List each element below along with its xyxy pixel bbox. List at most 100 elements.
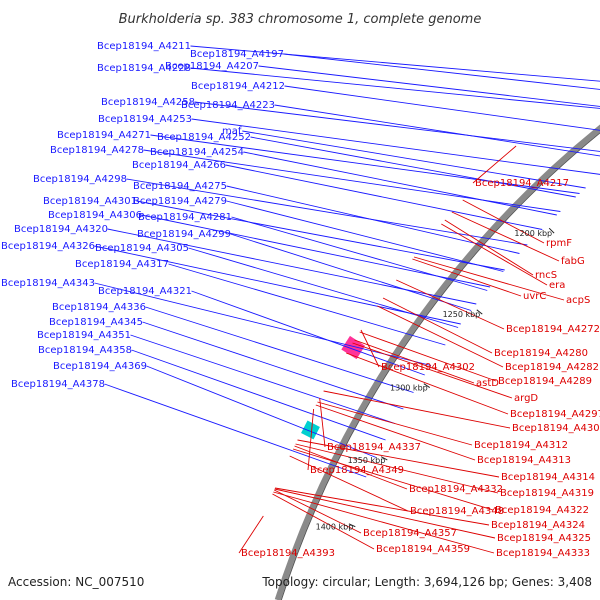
gene-label-reverse: rpmF (546, 238, 572, 249)
label-connector-reverse (273, 491, 495, 554)
gene-label-reverse: Bcep18194_A4324 (491, 520, 585, 531)
label-connector-forward (258, 65, 600, 107)
label-connector-reverse (292, 448, 494, 511)
label-connector-reverse (289, 455, 409, 512)
gene-label-reverse: Bcep18194_A4319 (500, 488, 594, 499)
scale-tick-label: 1400 kbp (316, 523, 354, 532)
gene-label-reverse: uvrC (523, 291, 546, 302)
gene-features (301, 335, 366, 440)
label-connector-forward (283, 53, 600, 90)
gene-label-reverse: Bcep18194_A4322 (495, 505, 589, 516)
gene-label-forward: Bcep18194_A4358 (38, 345, 132, 356)
gene-label-forward: Bcep18194_A4228 (97, 63, 191, 74)
gene-label-reverse: Bcep18194_A4297 (510, 409, 600, 420)
gene-label-reverse: Bcep18194_A4325 (497, 533, 591, 544)
scale-tick-mark (348, 523, 356, 528)
gene-label-forward: Bcep18194_A4279 (133, 196, 227, 207)
gene-label-reverse: Bcep18194_A4393 (241, 548, 335, 559)
label-connector-reverse (451, 211, 560, 262)
label-connector-forward (94, 282, 432, 366)
label-connector-reverse (317, 401, 473, 446)
gene-label-reverse: Bcep18194_A4313 (477, 455, 571, 466)
gene-label-forward: Bcep18194_A4197 (190, 49, 284, 60)
label-connector-forward (188, 247, 459, 328)
label-connector-forward (107, 228, 477, 305)
label-connector-reverse (275, 487, 490, 526)
label-connector-forward (130, 334, 396, 424)
label-connector-reverse (352, 342, 513, 399)
label-connector-reverse (294, 445, 408, 490)
label-connector-reverse (413, 256, 565, 301)
gene-label-forward: Bcep18194_A4320 (14, 224, 108, 235)
gene-label-forward: Bcep18194_A4351 (37, 330, 131, 341)
gene-label-reverse: astD (476, 378, 499, 389)
label-connector-forward (274, 104, 600, 157)
label-connector-reverse (346, 352, 509, 415)
label-connector-forward (191, 290, 425, 376)
label-connector-forward (230, 233, 472, 311)
label-connector-forward (226, 185, 520, 254)
gene-label-forward: Bcep18194_A4326 (1, 241, 95, 252)
gene-label-forward: Bcep18194_A4254 (150, 147, 244, 158)
gene-label-reverse: Bcep18194_A4280 (494, 348, 588, 359)
gene-label-reverse: Bcep18194_A4349 (310, 465, 404, 476)
gene-label-forward: Bcep18194_A4212 (191, 81, 285, 92)
label-connector-forward (145, 306, 414, 393)
label-connector-reverse (238, 515, 264, 554)
highlight-feature (341, 335, 366, 360)
label-connector-reverse (307, 408, 315, 471)
gene-label-reverse: Bcep18194_A4300 (512, 423, 600, 434)
label-connector-forward (243, 151, 557, 216)
label-connector-forward (142, 321, 404, 410)
label-connector-forward (226, 200, 504, 272)
gene-label-reverse: Bcep18194_A4289 (498, 376, 592, 387)
label-connector-reverse (272, 493, 375, 550)
label-connector-forward (284, 85, 600, 131)
gene-label-forward: Bcep18194_A4223 (181, 100, 275, 111)
label-connector-forward (194, 101, 600, 152)
label-connector-reverse (377, 305, 504, 368)
label-connector-forward (104, 383, 367, 478)
label-connector-forward (168, 263, 446, 346)
label-connector-reverse (396, 279, 505, 330)
scale-tick-mark (380, 456, 388, 461)
gene-label-forward: Bcep18194_A4301 (43, 196, 137, 207)
gene-label-forward: Bcep18194_A4306 (48, 210, 142, 221)
label-connector-forward (126, 178, 528, 246)
label-connectors (94, 45, 600, 554)
label-connector-forward (225, 164, 543, 230)
gene-label-reverse: argD (514, 393, 538, 404)
label-connector-forward (143, 149, 561, 212)
label-connector-reverse (319, 397, 326, 448)
gene-label-reverse: Bcep18194_A4272 (506, 324, 600, 335)
label-connector-forward (136, 200, 505, 271)
scale-tick-label: 1200 kbp (514, 229, 552, 238)
label-connector-forward (146, 365, 377, 458)
gene-label-reverse: Bcep18194_A4337 (327, 442, 421, 453)
gene-label-forward: Bcep18194_A4275 (133, 181, 227, 192)
gene-label-forward: Bcep18194_A4207 (165, 61, 259, 72)
label-connector-reverse (274, 488, 496, 539)
gene-label-forward: Bcep18194_A4258 (101, 97, 195, 108)
gene-label-forward: Bcep18194_A4336 (52, 302, 146, 313)
highlight-feature (301, 420, 320, 440)
label-connector-forward (190, 45, 600, 82)
label-connector-reverse (295, 443, 499, 494)
gene-label-reverse: Bcep18194_A4359 (376, 544, 470, 555)
gene-label-forward: Bcep18194_A4253 (98, 114, 192, 125)
gene-label-reverse: rncS (535, 270, 557, 281)
gene-label-forward: Bcep18194_A4321 (98, 286, 192, 297)
label-connector-reverse (323, 390, 511, 429)
label-connector-reverse (412, 258, 522, 297)
gene-label-forward: Bcep18194_A4278 (50, 145, 144, 156)
gene-label-forward: Bcep18194_A4281 (138, 212, 232, 223)
gene-label-reverse: Bcep18194_A4357 (363, 528, 457, 539)
label-connector-forward (250, 136, 576, 198)
gene-label-forward: Bcep18194_A4271 (57, 130, 151, 141)
gene-label-reverse: Bcep18194_A4333 (496, 548, 590, 559)
label-connector-reverse (297, 439, 500, 478)
gene-label-forward: Bcep18194_A4252 (157, 132, 251, 143)
